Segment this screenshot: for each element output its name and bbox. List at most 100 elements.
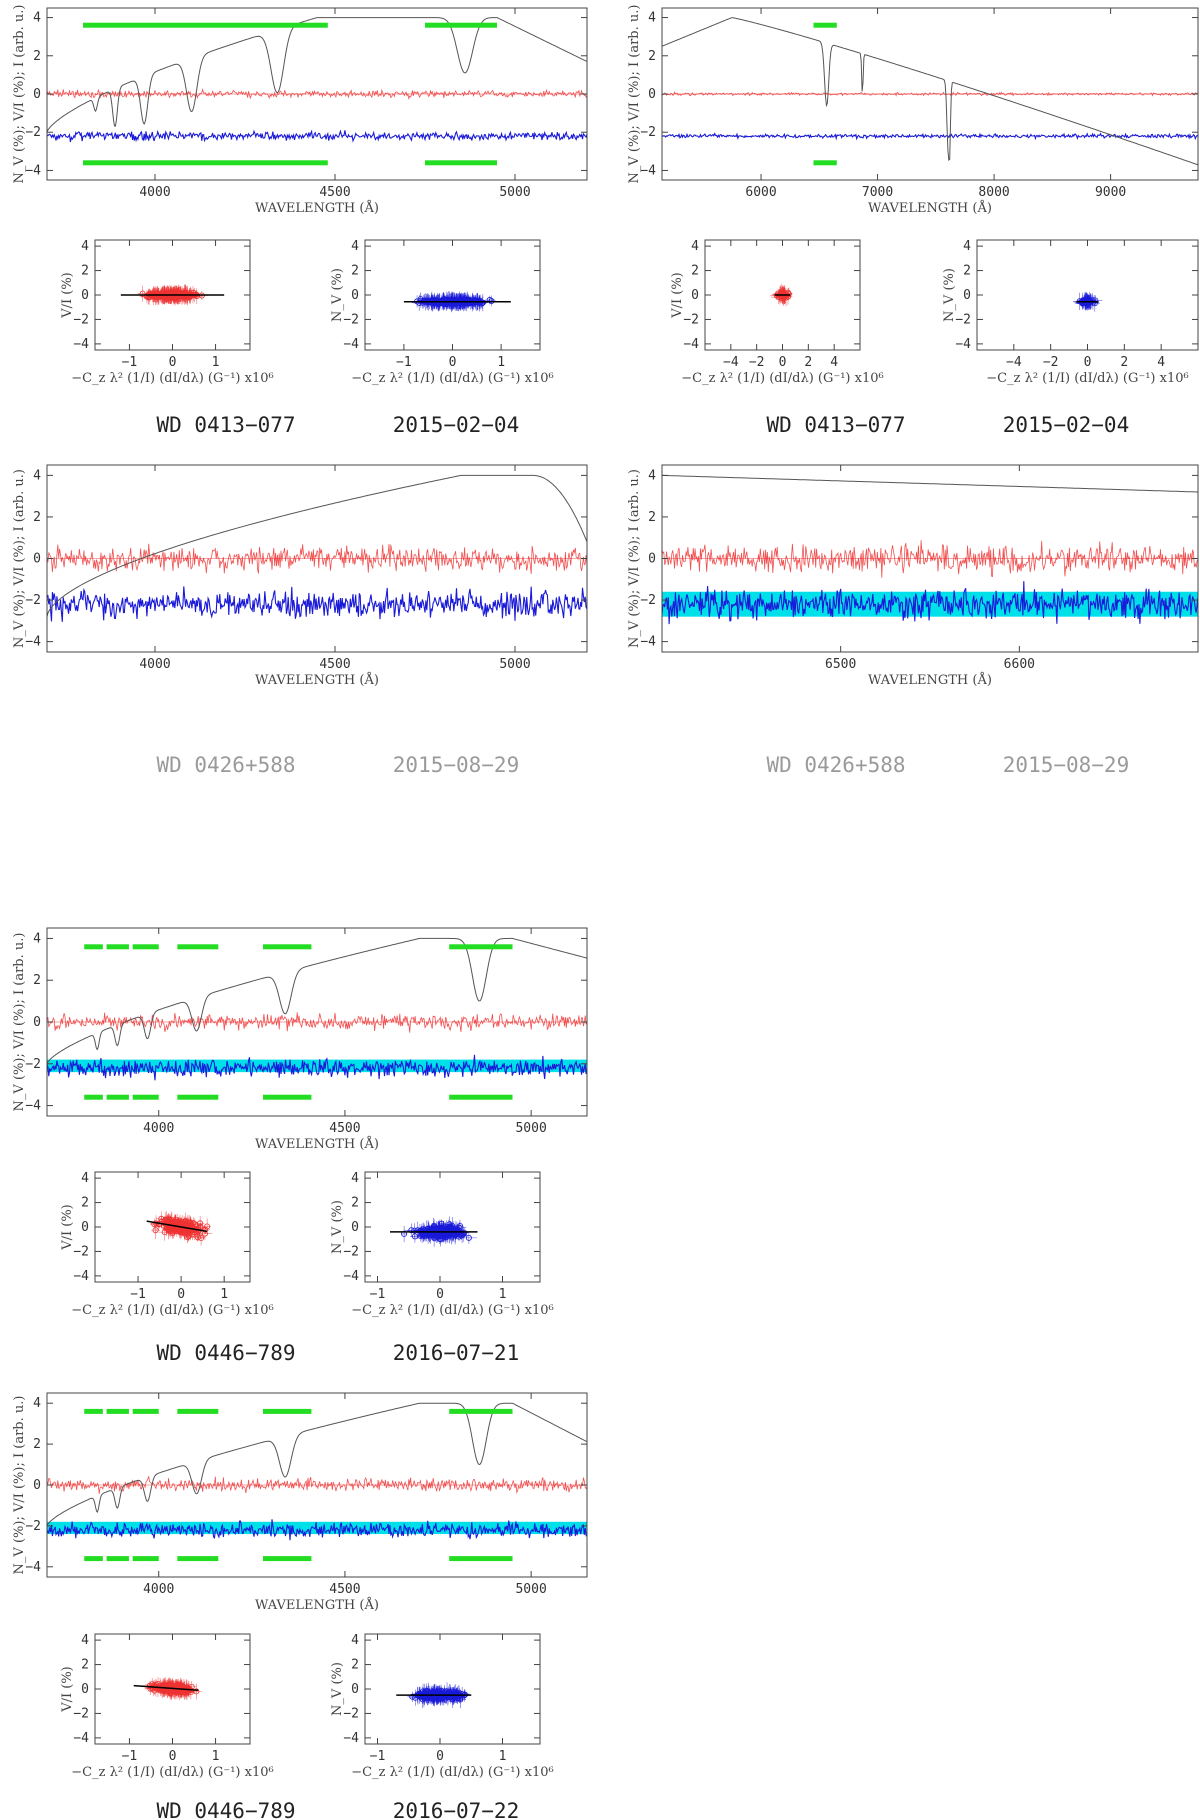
y-tick-label: 4 — [33, 11, 41, 26]
plot-area — [770, 284, 793, 307]
data-point — [181, 290, 188, 297]
y-tick-label: −2 — [955, 312, 971, 327]
data-point — [453, 1229, 460, 1236]
y-tick-label: −2 — [640, 125, 656, 140]
plot-area — [662, 17, 1198, 166]
window-marker — [449, 944, 513, 950]
data-point — [198, 1235, 205, 1242]
window-marker — [106, 1094, 129, 1100]
y-tick-label: 4 — [351, 1171, 359, 1186]
window-marker — [132, 1408, 159, 1414]
window-marker — [449, 1408, 513, 1414]
y-tick-label: −2 — [25, 125, 41, 140]
x-tick-label: 4500 — [329, 1582, 360, 1597]
x-tick-label: 1 — [212, 355, 220, 370]
x-tick-label: 1 — [220, 1287, 228, 1302]
x-tick-label: 4000 — [139, 657, 170, 672]
y-tick-label: 2 — [33, 510, 41, 525]
y-axis-label: V/I (%) — [60, 272, 75, 319]
window-marker — [83, 22, 328, 28]
window-marker — [132, 944, 159, 950]
x-tick-label: 0 — [1084, 355, 1092, 370]
y-tick-label: −2 — [640, 593, 656, 608]
y-tick-label: −2 — [25, 1057, 41, 1072]
x-axis-label: −C_z λ² (1/I) (dI/dλ) (G⁻¹) x10⁶ — [986, 371, 1188, 386]
y-tick-label: −4 — [343, 337, 359, 352]
x-tick-label: 0 — [177, 1287, 185, 1302]
x-tick-label: 0 — [436, 1287, 444, 1302]
y-tick-label: −2 — [343, 1244, 359, 1259]
plot-area — [403, 291, 511, 313]
x-tick-label: 0 — [169, 1749, 177, 1764]
null-band — [47, 1059, 587, 1073]
y-tick-label: 4 — [963, 239, 971, 254]
y-axis-label: V/I (%) — [670, 272, 685, 319]
intensity-series — [47, 474, 587, 617]
data-point — [194, 1231, 201, 1238]
x-tick-label: 6500 — [825, 657, 856, 672]
stokes-v-series — [47, 543, 587, 574]
x-tick-label: 6000 — [745, 185, 776, 200]
x-axis-label: WAVELENGTH (Å) — [255, 1136, 379, 1152]
window-marker — [263, 1094, 312, 1100]
x-tick-label: 4000 — [143, 1121, 174, 1136]
plot-area — [390, 1216, 478, 1247]
stokes-v-series — [47, 1475, 587, 1494]
x-tick-label: 1 — [212, 1749, 220, 1764]
x-tick-label: −1 — [396, 355, 412, 370]
y-tick-label: 4 — [351, 239, 359, 254]
x-axis-label: WAVELENGTH (Å) — [255, 1597, 379, 1613]
window-marker — [813, 160, 837, 166]
null-series — [47, 1519, 587, 1541]
y-tick-label: −4 — [640, 163, 656, 178]
window-marker — [425, 22, 497, 28]
x-tick-label: −2 — [1043, 355, 1059, 370]
window-marker — [106, 1556, 129, 1562]
x-axis-label: WAVELENGTH (Å) — [868, 200, 992, 216]
x-tick-label: −1 — [130, 1287, 146, 1302]
y-tick-label: −4 — [343, 1269, 359, 1284]
x-tick-label: 8000 — [978, 185, 1009, 200]
y-tick-label: 0 — [648, 87, 656, 102]
y-axis-label: V/I (%) — [60, 1204, 75, 1251]
x-tick-label: 4000 — [143, 1582, 174, 1597]
y-tick-label: 4 — [33, 1396, 41, 1411]
y-tick-label: 4 — [691, 239, 699, 254]
y-axis-label: V/I (%) — [60, 1666, 75, 1713]
chart-panel: 4000 4500 5000 −4 −2 0 2 4 WAVELENGTH (Å) N_V (%)… — [12, 464, 588, 688]
x-axis-label: WAVELENGTH (Å) — [255, 672, 379, 688]
plot-area — [396, 1682, 472, 1709]
x-tick-label: 4500 — [319, 657, 350, 672]
fit-line — [133, 1684, 199, 1691]
x-tick-label: 5000 — [515, 1582, 546, 1597]
data-point — [441, 1232, 448, 1239]
x-axis-label: −C_z λ² (1/I) (dI/dλ) (G⁻¹) x10⁶ — [351, 371, 553, 386]
x-tick-label: −4 — [1006, 355, 1022, 370]
window-marker — [84, 1408, 103, 1414]
y-tick-label: 4 — [81, 1633, 89, 1648]
window-marker — [425, 160, 497, 166]
intensity-series — [47, 1402, 587, 1527]
plot-area — [1073, 291, 1103, 312]
y-tick-label: 2 — [351, 264, 359, 279]
y-tick-label: 0 — [691, 288, 699, 303]
x-tick-label: 0 — [449, 355, 457, 370]
x-tick-label: 4 — [830, 355, 838, 370]
y-tick-label: 4 — [81, 1171, 89, 1186]
data-point — [465, 1234, 472, 1241]
y-tick-label: 2 — [648, 510, 656, 525]
window-marker — [83, 160, 328, 166]
y-tick-label: −4 — [73, 1731, 89, 1746]
data-point — [188, 1227, 195, 1234]
y-tick-label: 2 — [81, 1196, 89, 1211]
stokes-v-series — [47, 87, 587, 100]
plot-area — [47, 17, 587, 166]
x-tick-label: 0 — [169, 355, 177, 370]
y-axis-label: N_V (%); V/I (%); I (arb. u.) — [12, 469, 27, 648]
y-axis-label: N_V (%) — [330, 268, 345, 322]
x-tick-label: 7000 — [862, 185, 893, 200]
window-marker — [177, 944, 219, 950]
stokes-v-series — [662, 91, 1198, 97]
x-tick-label: −1 — [370, 1287, 386, 1302]
